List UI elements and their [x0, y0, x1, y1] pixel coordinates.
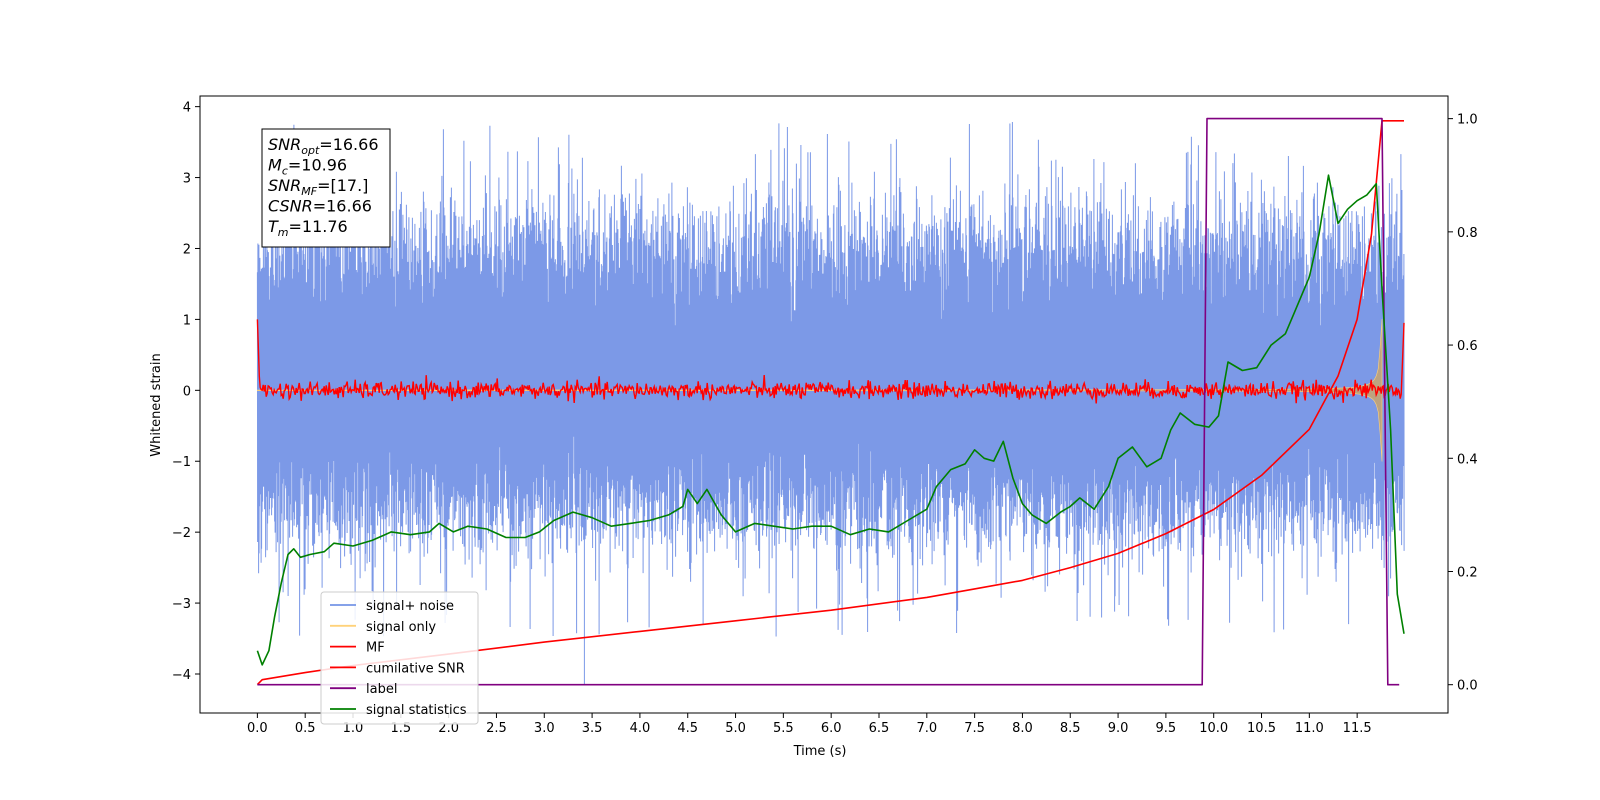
axes: 0.0 0.5 1.0 1.5 2.0 2.5 3.0 3.5 4.0 4.5 5.0 5.5 6.0 6… [172, 101, 1478, 736]
info-box-frame [261, 128, 391, 248]
y-tick-label: −1 [172, 455, 191, 470]
legend-label: signal only [366, 620, 436, 635]
x-tick-label: 8.0 [1012, 721, 1033, 736]
x-tick-label: 0.0 [247, 721, 268, 736]
x-tick-label: 1.0 [343, 721, 364, 736]
legend-label: label [366, 682, 397, 697]
x-tick-label: 6.0 [821, 721, 842, 736]
y-tick-label: 4 [183, 101, 191, 116]
y-right-tick-label: 0.2 [1457, 565, 1478, 580]
x-tick-label: 7.0 [916, 721, 937, 736]
info-line: SNRopt=16.66 [268, 135, 379, 157]
x-tick-label: 9.5 [1156, 721, 1177, 736]
legend-label: MF [366, 641, 385, 656]
plot-frame [199, 95, 1449, 714]
x-tick-label: 10.5 [1247, 721, 1276, 736]
y-right-tick-label: 1.0 [1457, 113, 1478, 128]
y-tick-label: 3 [183, 172, 191, 187]
x-tick-label: 7.5 [964, 721, 985, 736]
x-tick-label: 3.5 [582, 721, 603, 736]
x-tick-label: 9.0 [1108, 721, 1129, 736]
y-tick-label: 0 [183, 384, 191, 399]
info-line: SNRMF=[17.] [268, 176, 368, 198]
x-tick-label: 4.0 [630, 721, 651, 736]
series-signal-noise [256, 121, 1405, 685]
y-right-tick-label: 0.0 [1457, 679, 1478, 694]
x-tick-label: 2.5 [486, 721, 507, 736]
x-tick-label: 11.5 [1343, 721, 1372, 736]
x-tick-label: 5.5 [773, 721, 794, 736]
y-right-tick-label: 0.4 [1457, 452, 1478, 467]
x-tick-label: 6.5 [869, 721, 890, 736]
legend: signal+ noise signal only MF cumilative SNR… [320, 591, 479, 725]
y-tick-label: −2 [172, 526, 191, 541]
x-tick-label: 3.0 [534, 721, 555, 736]
info-line: CSNR=16.66 [268, 197, 372, 216]
legend-label: signal+ noise [366, 599, 454, 614]
x-tick-label: 2.0 [438, 721, 459, 736]
legend-label: cumilative SNR [366, 661, 465, 676]
legend-label: signal statistics [366, 703, 467, 718]
x-tick-label: 4.5 [677, 721, 698, 736]
x-tick-label: 10.0 [1199, 721, 1228, 736]
legend-frame [320, 591, 479, 725]
y-axis-label: Whitened strain [149, 353, 164, 456]
x-tick-label: 8.5 [1060, 721, 1081, 736]
x-tick-label: 1.5 [390, 721, 411, 736]
info-line: Tm=11.76 [268, 217, 348, 239]
y-right-tick-label: 0.6 [1457, 339, 1478, 354]
info-line: Mc=10.96 [268, 156, 347, 178]
x-tick-label: 5.0 [725, 721, 746, 736]
x-tick-label: 0.5 [295, 721, 316, 736]
series-mf [256, 319, 1405, 404]
y-tick-label: 2 [183, 242, 191, 257]
y-tick-label: −3 [172, 597, 191, 612]
info-box: SNRopt=16.66Mc=10.96SNRMF=[17.]CSNR=16.6… [261, 128, 391, 248]
plot-series [256, 117, 1405, 686]
series-label [257, 117, 1400, 686]
x-tick-label: 11.0 [1295, 721, 1324, 736]
y-right-tick-label: 0.8 [1457, 226, 1478, 241]
y-tick-label: 1 [183, 313, 191, 328]
y-tick-label: −4 [172, 668, 191, 683]
x-axis-label: Time (s) [793, 744, 847, 759]
series-signal-statistics [256, 174, 1405, 666]
